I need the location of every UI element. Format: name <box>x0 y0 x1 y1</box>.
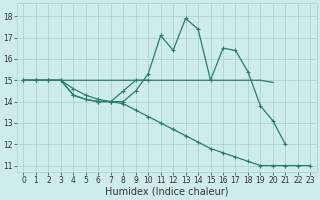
X-axis label: Humidex (Indice chaleur): Humidex (Indice chaleur) <box>105 187 229 197</box>
